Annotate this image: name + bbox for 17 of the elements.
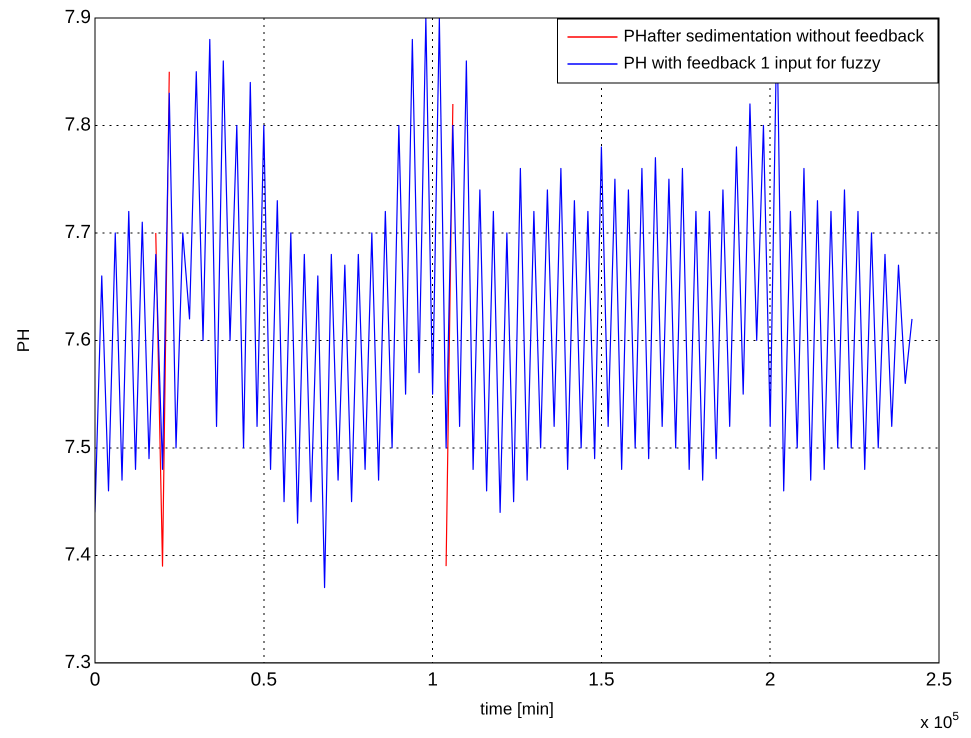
y-tick-label: 7.7: [64, 222, 91, 244]
y-tick-label: 7.8: [64, 114, 91, 136]
legend-label: PHafter sedimentation without feedback: [623, 26, 924, 46]
x-tick-label: 2.5: [926, 669, 952, 690]
x-tick-label: 0.5: [250, 669, 278, 690]
x-tick-label: 0: [90, 669, 100, 690]
y-axis-title: PH: [14, 328, 33, 352]
y-tick-label: 7.4: [64, 544, 92, 566]
x-axis-title: time [min]: [480, 699, 554, 718]
y-tick-label: 7.5: [64, 437, 91, 458]
legend-label: PH with feedback 1 input for fuzzy: [623, 54, 882, 73]
x-tick-label: 1: [427, 669, 438, 690]
y-tick-label: 7.3: [64, 652, 91, 674]
y-tick-label: 7.6: [64, 330, 91, 351]
y-tick-label: 7.9: [64, 7, 91, 28]
x-tick-label: 1.5: [588, 669, 615, 690]
x-tick-label: 2: [764, 669, 776, 690]
